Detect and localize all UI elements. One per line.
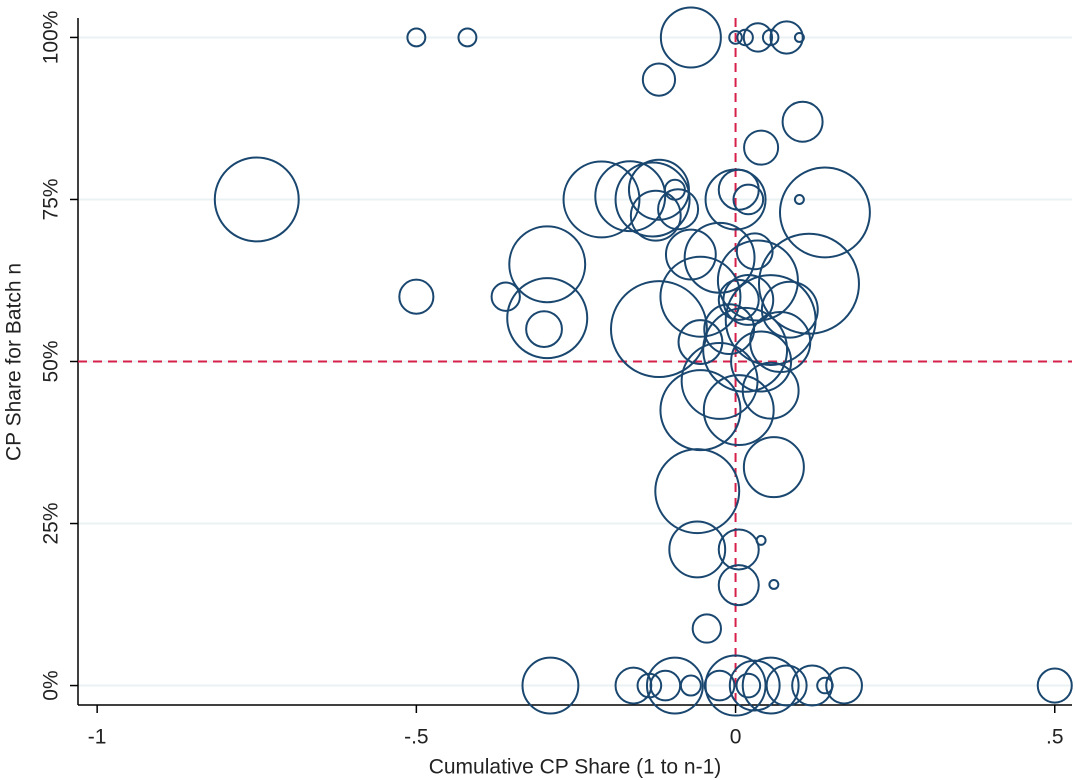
x-axis-title: Cumulative CP Share (1 to n-1) — [429, 756, 722, 779]
bubble — [717, 278, 760, 321]
bubble — [730, 330, 793, 393]
bubble — [717, 564, 760, 607]
bubble — [722, 274, 775, 326]
bubble — [793, 31, 805, 43]
bubble — [732, 183, 765, 216]
bubble — [781, 100, 824, 143]
bubble — [629, 189, 682, 242]
bubble — [659, 369, 742, 452]
bubble — [769, 20, 804, 55]
bubble — [761, 28, 780, 47]
bubble — [659, 255, 742, 338]
bubble — [741, 656, 800, 715]
bubble — [735, 672, 762, 699]
bubble — [793, 193, 805, 205]
bubble — [743, 129, 780, 166]
bubble — [703, 303, 756, 355]
bubble — [741, 361, 800, 420]
bubble — [742, 22, 774, 53]
bubble — [654, 448, 741, 535]
y-tick-label: 0% — [40, 670, 63, 700]
bubble — [659, 6, 722, 69]
bubble — [755, 534, 767, 546]
bubble — [728, 659, 781, 712]
bubble — [664, 228, 717, 281]
bubble — [641, 62, 677, 97]
bubble — [728, 30, 743, 45]
bubble — [506, 277, 589, 360]
bubble — [406, 27, 427, 48]
bubble — [702, 374, 775, 447]
bubble — [717, 168, 760, 211]
y-tick-label: 50% — [40, 340, 63, 382]
bubble — [816, 676, 834, 695]
bubble — [213, 156, 300, 243]
x-tick-label: -.5 — [404, 726, 429, 749]
bubble — [760, 280, 819, 339]
bubble — [521, 656, 580, 715]
bubble — [716, 239, 799, 322]
bubble — [778, 166, 871, 259]
bubble — [562, 160, 641, 239]
bubble — [677, 319, 724, 365]
bubble — [691, 613, 722, 644]
bubble — [609, 280, 708, 379]
bubble — [657, 188, 700, 231]
bubble — [679, 674, 702, 697]
y-axis-title: CP Share for Batch n — [3, 263, 26, 461]
bubble — [508, 225, 587, 304]
bubble — [825, 666, 863, 705]
bubble — [704, 654, 767, 717]
bubble — [398, 278, 435, 315]
bubble — [525, 310, 563, 348]
bubble — [627, 158, 690, 221]
x-tick-label: -1 — [88, 726, 107, 749]
y-tick-label: 25% — [40, 503, 63, 545]
bubble — [702, 306, 789, 393]
bubble — [742, 436, 805, 499]
bubble — [717, 528, 760, 571]
bubble — [1036, 667, 1073, 704]
bubble — [614, 161, 691, 238]
bubble — [457, 27, 478, 48]
bubble — [768, 578, 780, 590]
y-tick-label: 100% — [40, 11, 63, 65]
x-tick-label: 0 — [730, 726, 742, 749]
y-tick-label: 75% — [40, 178, 63, 220]
bubble — [735, 232, 774, 271]
x-tick-label: .5 — [1046, 726, 1064, 749]
bubble — [765, 664, 808, 707]
bubble — [668, 520, 727, 579]
bubble — [594, 160, 667, 233]
bubble — [645, 656, 704, 715]
bubble — [490, 281, 521, 312]
